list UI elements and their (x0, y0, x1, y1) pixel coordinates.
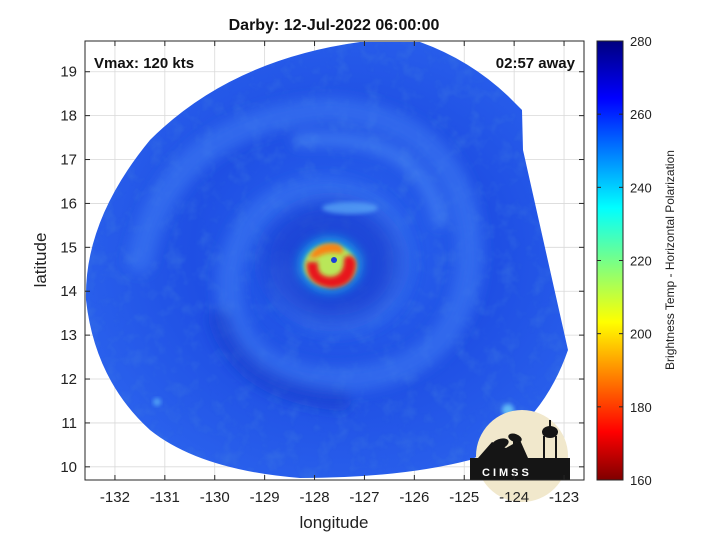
colorbar: 160 180 200 220 240 260 280 Brightness Temp - … (596, 34, 677, 488)
y-axis-label: latitude (31, 233, 50, 288)
time-away-annotation: 02:57 away (496, 55, 576, 72)
x-axis-label: longitude (299, 513, 368, 532)
eyewall (300, 239, 360, 291)
colorbar-tick-label: 180 (630, 400, 652, 415)
y-tick-label: 16 (60, 195, 77, 212)
x-tick-label: -129 (250, 489, 280, 506)
colorbar-tick-label: 200 (630, 327, 652, 342)
chart-title: Darby: 12-Jul-2022 06:00:00 (229, 17, 440, 34)
y-tick-label: 19 (60, 64, 77, 81)
y-tick-label: 11 (61, 415, 77, 432)
x-tick-label: -130 (200, 489, 230, 506)
cimss-logo: CIMSS (470, 410, 570, 502)
y-tick-label: 12 (60, 371, 77, 388)
y-tick-label: 15 (60, 239, 77, 256)
y-tick-label: 14 (60, 283, 77, 300)
x-tick-label: -125 (449, 489, 479, 506)
y-tick-label: 18 (60, 108, 77, 125)
x-tick-label: -126 (399, 489, 429, 506)
x-tick-label: -131 (150, 489, 180, 506)
x-tick-label: -128 (300, 489, 330, 506)
colorbar-tick-label: 220 (630, 254, 652, 269)
colorbar-tick-label: 280 (630, 34, 652, 49)
vmax-annotation: Vmax: 120 kts (94, 55, 194, 72)
logo-text: CIMSS (482, 467, 532, 479)
x-tick-label: -127 (349, 489, 379, 506)
colorbar-label: Brightness Temp - Horizontal Polarizatio… (663, 150, 677, 370)
y-tick-label: 10 (60, 459, 77, 476)
x-axis-ticks: -132 -131 -130 -129 -128 -127 -126 -125 -124 -123 (100, 41, 579, 506)
colorbar-ticks: 160 180 200 220 240 260 280 (597, 34, 652, 488)
colorbar-tick-label: 160 (630, 473, 652, 488)
y-axis-ticks: 10 11 12 13 14 15 16 17 18 19 (60, 64, 584, 476)
y-tick-label: 17 (60, 152, 77, 169)
colorbar-tick-label: 260 (630, 107, 652, 122)
colorbar-tick-label: 240 (630, 180, 652, 195)
x-tick-label: -124 (499, 489, 529, 506)
y-tick-label: 13 (60, 327, 77, 344)
x-tick-label: -123 (549, 489, 579, 506)
x-tick-label: -132 (100, 489, 130, 506)
